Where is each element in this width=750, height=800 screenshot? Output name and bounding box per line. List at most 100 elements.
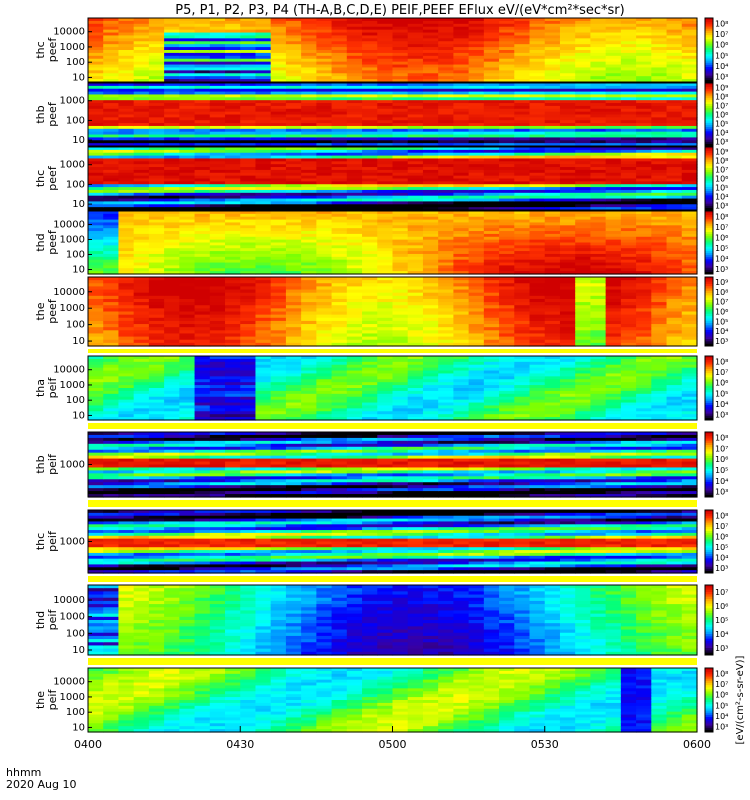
- colorbar-segment: [705, 97, 713, 101]
- spectrogram-cell: [103, 158, 120, 162]
- spectrogram-cell: [194, 213, 211, 218]
- spectrogram-cell: [514, 32, 531, 37]
- spectrogram-cell: [636, 211, 652, 215]
- spectrogram-cell: [468, 339, 485, 344]
- spectrogram-cell: [483, 308, 500, 313]
- spectrogram-cell: [681, 120, 698, 124]
- spectrogram-cell: [209, 172, 226, 177]
- spectrogram-cell: [255, 262, 272, 267]
- spectrogram-cell: [438, 292, 454, 297]
- spectrogram-cell: [103, 259, 120, 264]
- spectrogram-cell: [164, 105, 180, 110]
- spectrogram-cell: [118, 131, 135, 136]
- spectrogram-cell: [88, 134, 104, 139]
- spectrogram-cell: [164, 134, 180, 139]
- spectrogram-cell: [118, 219, 135, 224]
- spectrogram-cell: [88, 376, 104, 380]
- spectrogram-cell: [636, 271, 652, 275]
- spectrogram-cell: [225, 277, 241, 281]
- spectrogram-cell: [377, 85, 394, 90]
- spectrogram-cell: [392, 222, 409, 226]
- spectrogram-cell: [362, 58, 378, 63]
- colorbar-segment: [705, 77, 713, 81]
- spectrogram-cell: [514, 55, 531, 60]
- spectrogram-cell: [285, 125, 302, 130]
- spectrogram-cell: [133, 161, 150, 165]
- spectrogram-cell: [651, 79, 668, 83]
- spectrogram-cell: [194, 399, 211, 404]
- spectrogram-cell: [301, 216, 317, 221]
- spectrogram-cell: [636, 55, 652, 60]
- spectrogram-cell: [285, 373, 302, 377]
- spectrogram-cell: [468, 204, 485, 208]
- spectrogram-cell: [103, 91, 120, 96]
- spectrogram-cell: [88, 201, 104, 205]
- spectrogram-cell: [681, 222, 698, 226]
- spectrogram-cell: [499, 295, 515, 300]
- spectrogram-cell: [453, 143, 470, 147]
- spectrogram-cell: [392, 231, 409, 235]
- colorbar-segment: [705, 56, 713, 60]
- spectrogram-cell: [88, 283, 104, 288]
- spectrogram-cell: [362, 311, 378, 316]
- colorbar-segment: [705, 203, 713, 207]
- spectrogram-cell: [377, 125, 394, 130]
- spectrogram-cell: [103, 358, 120, 363]
- spectrogram-cell: [422, 38, 439, 42]
- spectrogram-cell: [225, 192, 241, 197]
- spectrogram-cell: [362, 207, 378, 211]
- spectrogram-cell: [468, 158, 485, 162]
- spectrogram-cell: [483, 29, 500, 34]
- spectrogram-cell: [422, 140, 439, 144]
- spectrogram-cell: [179, 187, 196, 191]
- spectrogram-cell: [270, 298, 287, 303]
- spectrogram-cell: [407, 327, 424, 331]
- spectrogram-cell: [514, 339, 531, 344]
- spectrogram-cell: [148, 213, 165, 218]
- spectrogram-cell: [194, 140, 211, 144]
- spectrogram-cell: [377, 333, 394, 338]
- spectrogram-cell: [636, 103, 652, 107]
- spectrogram-cell: [636, 298, 652, 303]
- spectrogram-cell: [270, 388, 287, 392]
- colorbar-tick-label: 10⁴: [715, 254, 728, 263]
- spectrogram-cell: [468, 336, 485, 341]
- spectrogram-cell: [270, 225, 287, 229]
- spectrogram-cell: [316, 147, 333, 151]
- spectrogram-cell: [316, 311, 333, 316]
- spectrogram-cell: [438, 147, 454, 151]
- spectrogram-cell: [133, 286, 150, 291]
- spectrogram-cell: [209, 242, 226, 246]
- colorbar-frame: [704, 17, 714, 83]
- spectrogram-cell: [559, 100, 576, 104]
- spectrogram-cell: [285, 198, 302, 203]
- spectrogram-cell: [407, 178, 424, 182]
- spectrogram-cell: [438, 58, 454, 63]
- spectrogram-cell: [225, 111, 241, 116]
- spectrogram-cell: [575, 195, 592, 200]
- spectrogram-cell: [118, 140, 135, 144]
- spectrogram-cell: [636, 248, 652, 252]
- spectrogram-cell: [620, 64, 637, 69]
- spectrogram-cell: [362, 189, 378, 194]
- spectrogram-cell: [103, 32, 120, 37]
- spectrogram-cell: [103, 192, 120, 197]
- spectrogram-cell: [514, 76, 531, 80]
- spectrogram-cell: [636, 336, 652, 341]
- spectrogram-cell: [681, 213, 698, 218]
- spectrogram-cell: [636, 94, 652, 98]
- spectrogram-cell: [209, 333, 226, 338]
- spectrogram-cell: [148, 277, 165, 281]
- spectrogram-cell: [103, 370, 120, 375]
- spectrogram-cell: [499, 26, 515, 31]
- spectrogram-cell: [559, 211, 576, 215]
- spectrogram-cell: [255, 405, 272, 409]
- spectrogram-cell: [407, 289, 424, 294]
- spectrogram-cell: [392, 137, 409, 141]
- spectrogram-cell: [285, 41, 302, 45]
- spectrogram-cell: [468, 161, 485, 165]
- spectrogram-cell: [422, 204, 439, 208]
- spectrogram-cell: [209, 35, 226, 39]
- spectrogram-cell: [651, 256, 668, 261]
- spectrogram-cell: [240, 324, 257, 328]
